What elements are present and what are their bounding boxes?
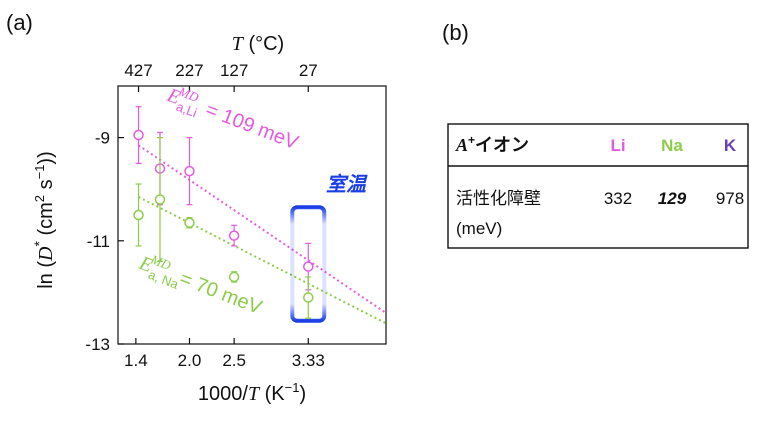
top-tick-label: 127 [220, 61, 248, 80]
room-temp-bracket [290, 205, 327, 323]
data-point-li [184, 165, 195, 177]
row-label-line1: 活性化障壁 [456, 189, 541, 208]
table-border [447, 123, 749, 249]
data-point-li [303, 261, 314, 272]
top-tick-label: 227 [175, 61, 203, 80]
axis-ticks: 1.4 2.0 2.5 3.33 -9 -11 -13 427 227 127 27 [85, 61, 324, 370]
y-axis-title: ln (D* (cm2 s−1)) [31, 151, 57, 289]
value-na: 129 [658, 189, 687, 208]
table-header-li: Li [610, 136, 625, 155]
value-li: 332 [604, 189, 632, 208]
fit-line-na [138, 196, 386, 325]
data-point-na [184, 217, 195, 228]
data-point-na [154, 194, 166, 205]
top-tick-label: 427 [124, 61, 152, 80]
fit-lines [137, 144, 386, 325]
y-tick-label: -11 [87, 232, 110, 251]
y-tick-label: -13 [85, 335, 110, 354]
room-temp-highlight [290, 205, 327, 323]
top-tick-label: 27 [299, 61, 318, 80]
data-point-na [228, 271, 240, 283]
data-point-li [133, 129, 144, 141]
data-points [133, 106, 314, 319]
x-tick-label: 1.4 [124, 351, 148, 370]
data-point-li [228, 230, 240, 241]
li-activation-annotation: Ea,LiMD = 109 meV [162, 80, 303, 158]
row-label-line2: (meV) [456, 219, 502, 238]
table-header-na: Na [661, 136, 683, 155]
na-activation-annotation: Ea, NaMD = 70 meV [134, 248, 267, 323]
x-tick-label: 2.5 [222, 351, 246, 370]
y-tick-label: -9 [95, 129, 110, 148]
plot-frame [117, 85, 387, 345]
x-tick-label: 2.0 [178, 351, 202, 370]
value-k: 978 [716, 189, 744, 208]
top-axis-title: T (°C) [232, 33, 284, 55]
activation-energy-table: A+イオン Li Na K 活性化障壁 (meV) 332 129 978 [447, 123, 749, 249]
x-tick-label: 3.33 [292, 351, 325, 370]
data-point-na [133, 209, 144, 221]
data-point-na [303, 292, 314, 303]
table-header-ion: A+イオン [455, 133, 529, 155]
x-axis-title: 1000/T (K−1) [198, 380, 306, 405]
panel-a-label: (a) [6, 10, 33, 35]
room-temp-label: 室温 [326, 173, 368, 196]
table-header-k: K [724, 136, 737, 155]
panel-b-label: (b) [442, 20, 469, 45]
